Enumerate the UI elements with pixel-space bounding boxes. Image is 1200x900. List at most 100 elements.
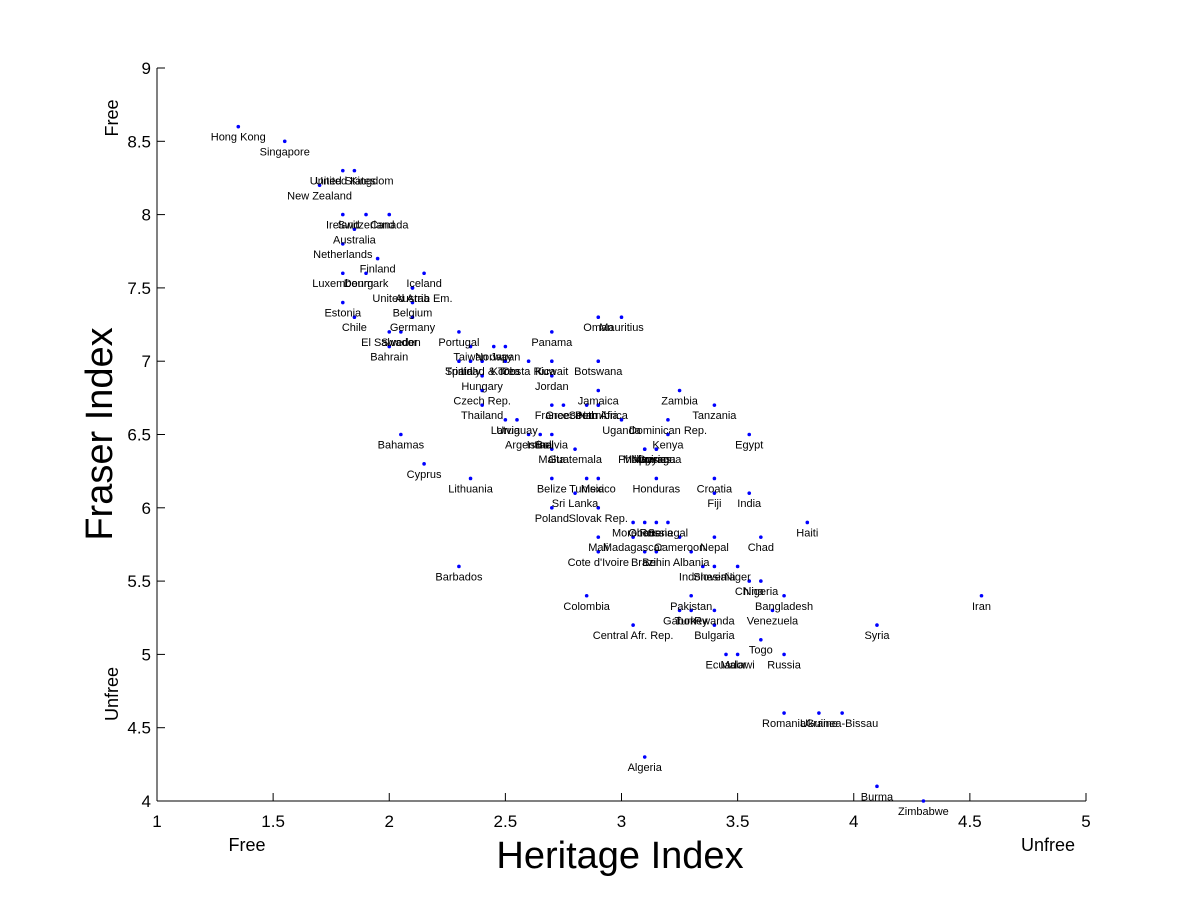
data-point [352, 227, 357, 232]
data-point [468, 476, 473, 481]
point-label: Belgium [393, 308, 433, 320]
data-point [770, 608, 775, 613]
data-point [375, 256, 380, 261]
data-point [700, 564, 705, 569]
data-point [631, 623, 635, 627]
point-label: Iceland [406, 278, 441, 290]
point-label: Central Afr. Rep. [593, 630, 674, 642]
point-label: Italy [460, 366, 481, 378]
point-label: Bahamas [378, 440, 425, 452]
data-point [782, 593, 786, 598]
point-label: Mali [588, 542, 608, 554]
data-point [526, 432, 531, 437]
data-point [747, 432, 752, 437]
x-axis-title: Heritage Index [496, 835, 743, 877]
x-tick-label: 4 [849, 812, 858, 831]
point-label: Switzerland [338, 220, 395, 232]
data-point [724, 652, 728, 657]
point-label: Guinea-Bissau [806, 718, 878, 730]
y-tick-label: 7 [142, 352, 151, 371]
point-label: Guyana [637, 454, 676, 466]
point-label: Japan [490, 352, 520, 364]
y-tick-label: 8.5 [127, 132, 151, 151]
data-point [712, 623, 717, 627]
y-unfree-note: Unfree [102, 667, 122, 721]
data-point [399, 330, 403, 334]
point-label: South Africa [569, 410, 629, 422]
y-tick-label: 9 [142, 59, 151, 78]
point-label: Croatia [697, 483, 733, 495]
point-label: Togo [749, 645, 773, 657]
data-point [596, 359, 601, 364]
data-point [550, 447, 554, 451]
x-axis-ticks: 1 1.5 2 2.5 3 3.5 4 4.5 5 [152, 793, 1091, 831]
point-label: Botswana [574, 366, 623, 378]
y-tick-label: 8 [142, 206, 151, 225]
point-label: Luxembourg [312, 278, 373, 290]
point-label: Egypt [735, 440, 763, 452]
data-point [387, 212, 392, 217]
point-label: Poland [535, 513, 569, 525]
data-point [712, 403, 717, 407]
data-point [747, 491, 752, 495]
x-tick-label: 4.5 [958, 812, 982, 831]
data-point [457, 330, 461, 334]
point-label: Hungary [461, 381, 503, 393]
point-label: Chad [748, 542, 774, 554]
data-point [782, 652, 786, 657]
x-tick-label: 2 [385, 812, 394, 831]
point-label: Czech Rep. [453, 396, 510, 408]
data-point [631, 535, 635, 539]
x-tick-label: 3 [617, 812, 626, 831]
point-label: Jamaica [578, 396, 620, 408]
point-label: Ecuador [706, 659, 747, 671]
data-point [654, 447, 659, 451]
point-label: Romania [762, 718, 807, 730]
point-label: Russia [767, 659, 802, 671]
point-label: Pakistan [670, 601, 712, 613]
point-label: India [737, 498, 762, 510]
x-tick-label: 1 [152, 812, 161, 831]
point-label: France [535, 410, 569, 422]
data-point [480, 359, 484, 364]
point-label: Chile [342, 322, 367, 334]
data-point [759, 637, 763, 642]
point-label: Oman [583, 322, 613, 334]
data-point [352, 315, 357, 320]
point-label: Zimbabwe [898, 806, 949, 818]
data-point [515, 418, 519, 422]
data-point [341, 271, 345, 276]
point-label: Kenya [652, 440, 684, 452]
point-label: Jordan [535, 381, 569, 393]
data-point [480, 403, 484, 407]
point-label: Cameroon [654, 542, 705, 554]
data-point [759, 535, 763, 539]
data-point [480, 374, 484, 378]
data-point [642, 447, 647, 451]
point-label: Greece [545, 410, 581, 422]
point-label: China [735, 586, 765, 598]
point-label: Iran [972, 601, 991, 613]
data-point [712, 535, 717, 539]
data-point [596, 388, 601, 393]
data-point [735, 652, 740, 657]
data-point [654, 476, 659, 481]
point-label: Panama [531, 337, 573, 349]
point-label: Ghana [628, 527, 662, 539]
point-label: Argentina [505, 440, 553, 452]
data-point [550, 330, 554, 334]
point-label: Estonia [324, 308, 362, 320]
point-label: Philippines [618, 454, 672, 466]
data-point [341, 300, 345, 305]
data-point [538, 432, 543, 437]
point-label: Barbados [435, 571, 483, 583]
point-label: Indonesia [679, 571, 728, 583]
point-label: Russia [640, 527, 675, 539]
point-label: Cote d'Ivoire [568, 557, 629, 569]
point-label: Zambia [661, 396, 699, 408]
data-point [689, 549, 693, 554]
point-label: Sweden [381, 337, 421, 349]
point-label: Slovenia [693, 571, 736, 583]
point-label: Madagascar [603, 542, 664, 554]
data-point [689, 593, 693, 598]
